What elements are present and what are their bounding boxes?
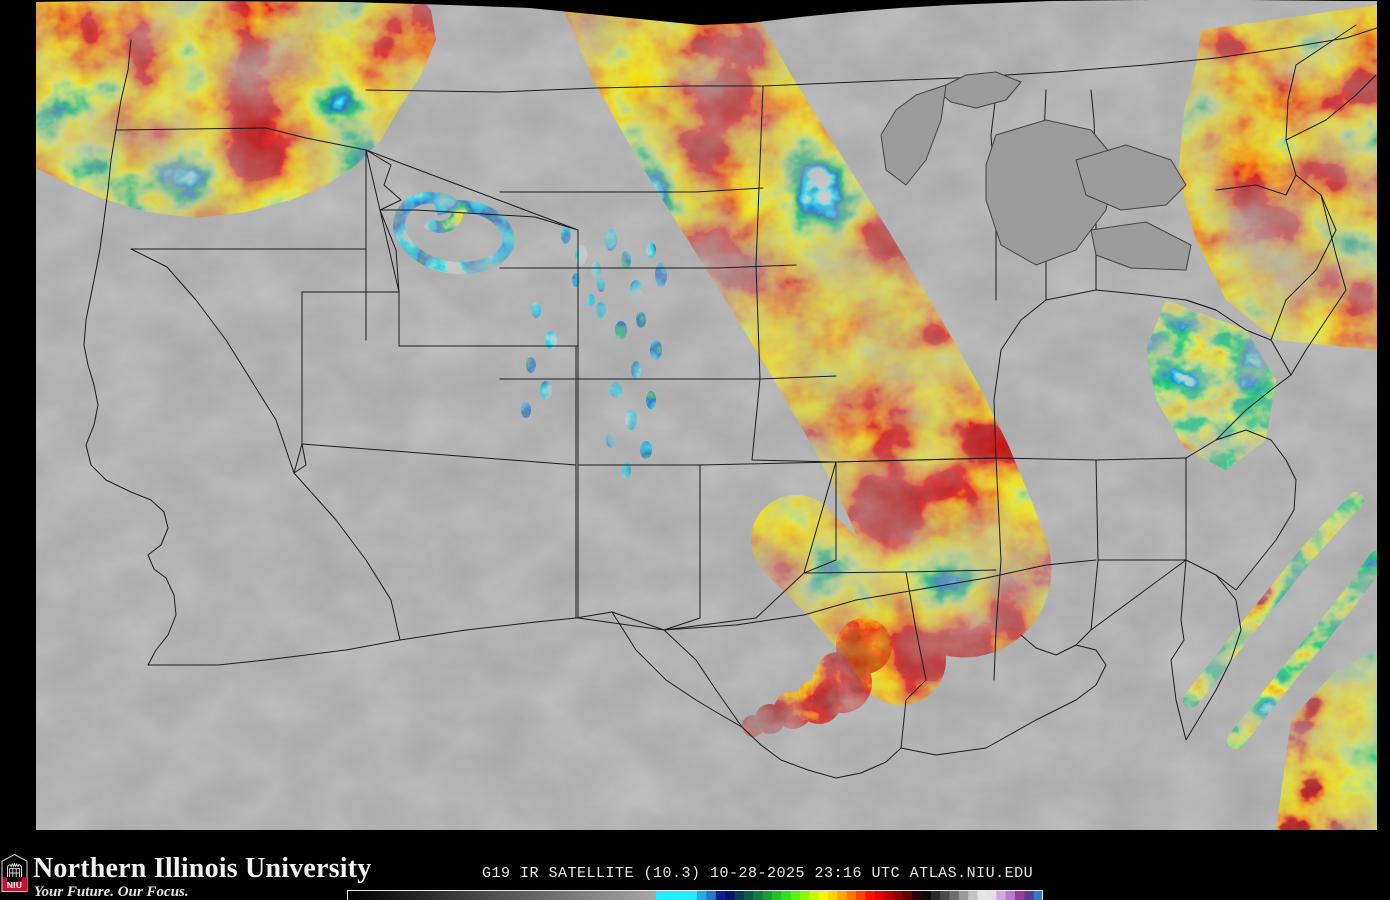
svg-text:NIU: NIU (7, 880, 23, 890)
